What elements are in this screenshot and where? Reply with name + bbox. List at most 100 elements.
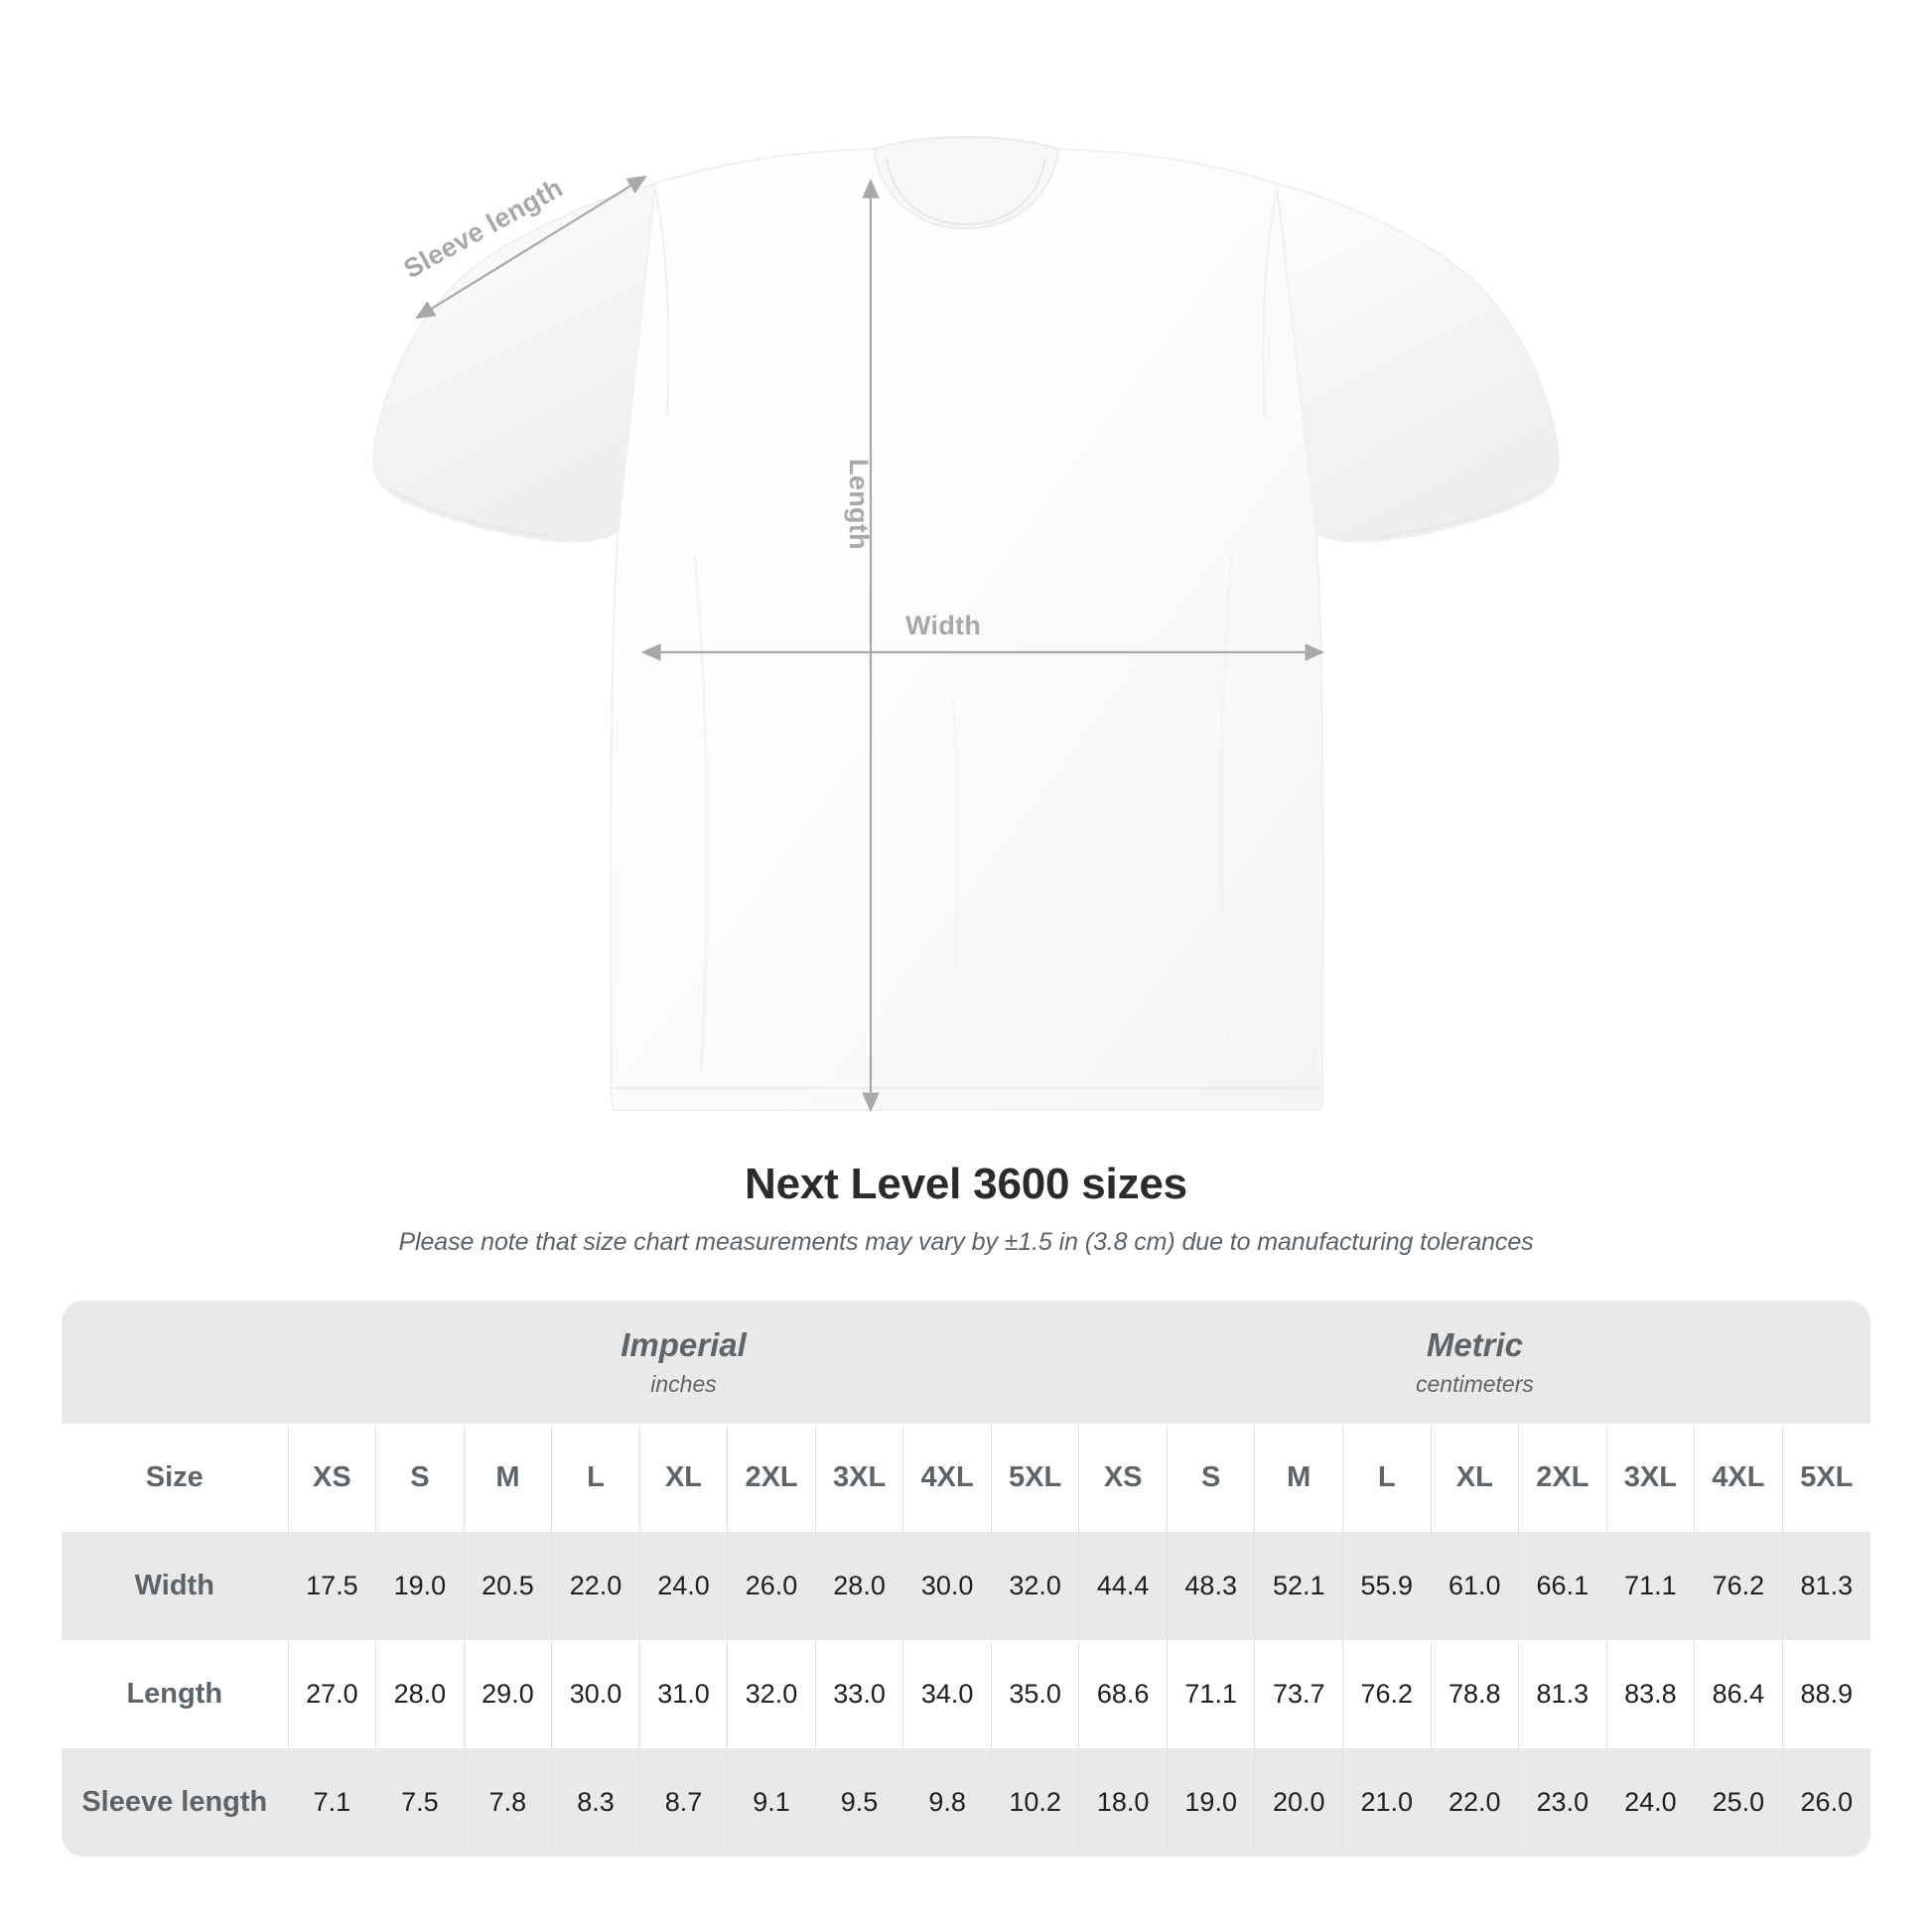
row-label-width: Width bbox=[62, 1532, 289, 1640]
cell-width-metric-xl: 61.0 bbox=[1430, 1532, 1519, 1640]
unit-sub-imperial: inches bbox=[650, 1370, 717, 1397]
size-table: Imperial inches Metric centimeters Size X… bbox=[62, 1301, 1870, 1857]
cell-sleeve-length-imperial-s: 7.5 bbox=[375, 1748, 465, 1857]
column-header-size-metric-l: L bbox=[1341, 1424, 1432, 1532]
cell-width-metric-l: 55.9 bbox=[1341, 1532, 1432, 1640]
unit-name-metric: Metric bbox=[1426, 1326, 1524, 1364]
tolerance-note: Please note that size chart measurements… bbox=[398, 1227, 1534, 1256]
cell-width-metric-xs: 44.4 bbox=[1078, 1532, 1168, 1640]
cell-length-imperial-5xl: 35.0 bbox=[990, 1640, 1079, 1748]
row-label-sleeve-length: Sleeve length bbox=[62, 1748, 289, 1857]
title-block: Next Level 3600 sizes Please note that s… bbox=[0, 1160, 1932, 1257]
cell-length-imperial-3xl: 33.0 bbox=[814, 1640, 903, 1748]
table-row: Width 17.5 19.0 20.5 22.0 24.0 26.0 28.0 30.0 32.… bbox=[62, 1532, 1870, 1640]
row-label-size: Size bbox=[62, 1424, 289, 1532]
cell-width-imperial-2xl: 26.0 bbox=[727, 1532, 816, 1640]
cell-length-imperial-xl: 31.0 bbox=[638, 1640, 728, 1748]
cell-length-imperial-xs: 27.0 bbox=[287, 1640, 376, 1748]
unit-name-imperial: Imperial bbox=[621, 1326, 747, 1364]
unit-header-row: Imperial inches Metric centimeters bbox=[62, 1301, 1870, 1424]
cell-width-imperial-s: 19.0 bbox=[375, 1532, 465, 1640]
width-label: Width bbox=[905, 611, 982, 640]
column-header-size-metric-xs: XS bbox=[1078, 1424, 1168, 1532]
cell-sleeve-length-imperial-2xl: 9.1 bbox=[727, 1748, 816, 1857]
column-header-size-metric-4xl: 4XL bbox=[1694, 1424, 1783, 1532]
column-header-size-metric-xl: XL bbox=[1430, 1424, 1519, 1532]
cell-sleeve-length-imperial-xl: 8.7 bbox=[638, 1748, 728, 1857]
column-header-size-imperial-3xl: 3XL bbox=[814, 1424, 903, 1532]
tshirt-illustration bbox=[372, 135, 1560, 1113]
column-header-size-metric-3xl: 3XL bbox=[1605, 1424, 1695, 1532]
table-row: Sleeve length 7.1 7.5 7.8 8.3 8.7 9.1 9.5 9.8 10.… bbox=[62, 1748, 1870, 1857]
column-header-size-imperial-4xl: 4XL bbox=[902, 1424, 992, 1532]
cell-length-metric-2xl: 81.3 bbox=[1518, 1640, 1607, 1748]
cell-sleeve-length-metric-m: 20.0 bbox=[1254, 1748, 1343, 1857]
cell-length-metric-l: 76.2 bbox=[1341, 1640, 1432, 1748]
cell-sleeve-length-metric-xl: 22.0 bbox=[1430, 1748, 1519, 1857]
cell-length-metric-xl: 78.8 bbox=[1430, 1640, 1519, 1748]
cell-length-imperial-l: 30.0 bbox=[551, 1640, 640, 1748]
cell-sleeve-length-imperial-l: 8.3 bbox=[551, 1748, 640, 1857]
cell-width-imperial-l: 22.0 bbox=[551, 1532, 640, 1640]
cell-sleeve-length-metric-3xl: 24.0 bbox=[1605, 1748, 1695, 1857]
table-body: Size XS S M L XL 2XL 3XL 4XL 5XL XS S M L XL 2XL 3XL 4XL 5… bbox=[62, 1424, 1870, 1857]
unit-group-metric: Metric centimeters bbox=[1078, 1301, 1870, 1424]
page-title: Next Level 3600 sizes bbox=[745, 1160, 1187, 1208]
cell-width-metric-3xl: 71.1 bbox=[1605, 1532, 1695, 1640]
cell-sleeve-length-metric-s: 19.0 bbox=[1166, 1748, 1255, 1857]
cell-sleeve-length-imperial-xs: 7.1 bbox=[287, 1748, 376, 1857]
column-header-size-imperial-xl: XL bbox=[638, 1424, 728, 1532]
column-header-size-imperial-s: S bbox=[375, 1424, 465, 1532]
table-head: Imperial inches Metric centimeters bbox=[62, 1301, 1870, 1424]
cell-width-metric-m: 52.1 bbox=[1254, 1532, 1343, 1640]
cell-sleeve-length-imperial-3xl: 9.5 bbox=[814, 1748, 903, 1857]
tshirt-shape bbox=[372, 135, 1560, 1111]
cell-length-metric-3xl: 83.8 bbox=[1605, 1640, 1695, 1748]
cell-length-metric-s: 71.1 bbox=[1166, 1640, 1255, 1748]
cell-length-metric-5xl: 88.9 bbox=[1781, 1640, 1870, 1748]
cell-sleeve-length-metric-l: 21.0 bbox=[1341, 1748, 1432, 1857]
column-header-size-metric-2xl: 2XL bbox=[1518, 1424, 1607, 1532]
unit-group-imperial: Imperial inches bbox=[288, 1301, 1079, 1424]
unit-sub-metric: centimeters bbox=[1416, 1370, 1534, 1397]
cell-width-imperial-xl: 24.0 bbox=[638, 1532, 728, 1640]
sleeve-arrow bbox=[415, 175, 647, 320]
cell-sleeve-length-metric-2xl: 23.0 bbox=[1518, 1748, 1607, 1857]
cell-sleeve-length-metric-4xl: 25.0 bbox=[1694, 1748, 1783, 1857]
cell-width-metric-s: 48.3 bbox=[1166, 1532, 1255, 1640]
cell-length-imperial-2xl: 32.0 bbox=[727, 1640, 816, 1748]
column-header-size-imperial-2xl: 2XL bbox=[727, 1424, 816, 1532]
cell-length-metric-4xl: 86.4 bbox=[1694, 1640, 1783, 1748]
cell-width-imperial-m: 20.5 bbox=[463, 1532, 552, 1640]
cell-width-imperial-5xl: 32.0 bbox=[990, 1532, 1079, 1640]
column-header-size-metric-s: S bbox=[1166, 1424, 1255, 1532]
length-label: Length bbox=[844, 459, 874, 550]
cell-width-metric-4xl: 76.2 bbox=[1694, 1532, 1783, 1640]
unit-corner-cell bbox=[62, 1301, 289, 1424]
column-header-size-imperial-5xl: 5XL bbox=[990, 1424, 1079, 1532]
cell-sleeve-length-imperial-5xl: 10.2 bbox=[990, 1748, 1079, 1857]
cell-length-metric-m: 73.7 bbox=[1254, 1640, 1343, 1748]
measurement-arrows bbox=[415, 175, 1325, 1113]
table-row: Length 27.0 28.0 29.0 30.0 31.0 32.0 33.0 34.0 35… bbox=[62, 1640, 1870, 1748]
cell-sleeve-length-imperial-m: 7.8 bbox=[463, 1748, 552, 1857]
cell-width-metric-5xl: 81.3 bbox=[1781, 1532, 1870, 1640]
cell-length-imperial-m: 29.0 bbox=[463, 1640, 552, 1748]
cell-width-imperial-3xl: 28.0 bbox=[814, 1532, 903, 1640]
cell-width-imperial-4xl: 30.0 bbox=[902, 1532, 992, 1640]
cell-sleeve-length-metric-xs: 18.0 bbox=[1078, 1748, 1168, 1857]
tshirt-diagram: Sleeve length Length Width bbox=[372, 135, 1560, 1113]
cell-width-imperial-xs: 17.5 bbox=[287, 1532, 376, 1640]
cell-sleeve-length-metric-5xl: 26.0 bbox=[1781, 1748, 1870, 1857]
table-row-size-header: Size XS S M L XL 2XL 3XL 4XL 5XL XS S M L XL 2XL 3XL 4XL 5… bbox=[62, 1424, 1870, 1532]
column-header-size-imperial-l: L bbox=[551, 1424, 640, 1532]
column-header-size-imperial-xs: XS bbox=[287, 1424, 376, 1532]
cell-length-imperial-4xl: 34.0 bbox=[902, 1640, 992, 1748]
column-header-size-metric-5xl: 5XL bbox=[1781, 1424, 1870, 1532]
row-label-length: Length bbox=[62, 1640, 289, 1748]
column-header-size-imperial-m: M bbox=[463, 1424, 552, 1532]
cell-length-metric-xs: 68.6 bbox=[1078, 1640, 1168, 1748]
size-table-container: Imperial inches Metric centimeters Size X… bbox=[62, 1301, 1870, 1857]
cell-sleeve-length-imperial-4xl: 9.8 bbox=[902, 1748, 992, 1857]
